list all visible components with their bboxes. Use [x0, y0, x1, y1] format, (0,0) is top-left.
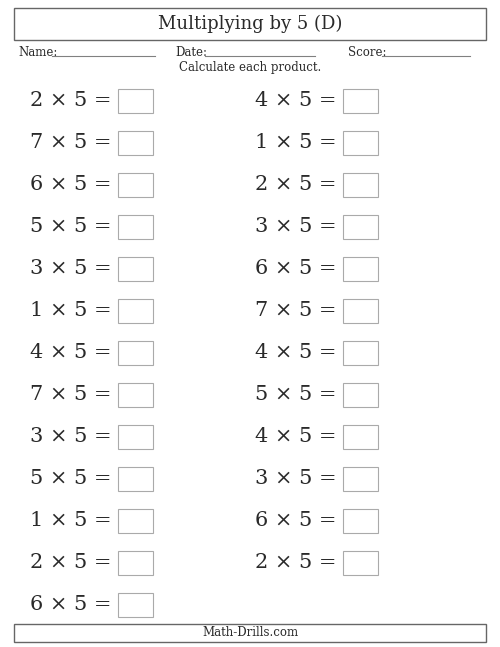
Text: 2 × 5 =: 2 × 5 =: [30, 91, 112, 111]
Bar: [343, 89, 378, 113]
Text: Date:: Date:: [175, 45, 207, 58]
Text: 3 × 5 =: 3 × 5 =: [30, 428, 112, 446]
Bar: [14, 624, 486, 642]
Text: 5 × 5 =: 5 × 5 =: [30, 217, 112, 236]
Text: Calculate each product.: Calculate each product.: [179, 61, 321, 74]
Text: 3 × 5 =: 3 × 5 =: [255, 470, 336, 488]
Text: 2 × 5 =: 2 × 5 =: [255, 175, 336, 194]
Text: 5 × 5 =: 5 × 5 =: [30, 470, 112, 488]
Bar: [343, 383, 378, 407]
Text: 6 × 5 =: 6 × 5 =: [30, 595, 112, 615]
Bar: [118, 215, 153, 239]
Bar: [343, 173, 378, 197]
Bar: [118, 131, 153, 155]
Text: 2 × 5 =: 2 × 5 =: [30, 553, 112, 573]
Text: 5 × 5 =: 5 × 5 =: [255, 386, 336, 404]
Text: 1 × 5 =: 1 × 5 =: [30, 511, 112, 531]
Bar: [118, 509, 153, 533]
Bar: [118, 467, 153, 491]
Text: 3 × 5 =: 3 × 5 =: [255, 217, 336, 236]
Bar: [343, 467, 378, 491]
Bar: [118, 425, 153, 449]
Bar: [118, 341, 153, 365]
Text: 4 × 5 =: 4 × 5 =: [255, 428, 336, 446]
Text: Math-Drills.com: Math-Drills.com: [202, 626, 298, 639]
Bar: [118, 89, 153, 113]
Bar: [343, 341, 378, 365]
Text: 2 × 5 =: 2 × 5 =: [255, 553, 336, 573]
Text: 6 × 5 =: 6 × 5 =: [255, 511, 336, 531]
Text: 3 × 5 =: 3 × 5 =: [30, 259, 112, 278]
Bar: [118, 173, 153, 197]
Text: 4 × 5 =: 4 × 5 =: [255, 91, 336, 111]
Bar: [343, 215, 378, 239]
Bar: [343, 551, 378, 575]
Bar: [343, 509, 378, 533]
Bar: [343, 425, 378, 449]
Text: 7 × 5 =: 7 × 5 =: [30, 133, 112, 153]
Bar: [343, 257, 378, 281]
Text: 7 × 5 =: 7 × 5 =: [30, 386, 112, 404]
Bar: [118, 551, 153, 575]
Text: 6 × 5 =: 6 × 5 =: [255, 259, 336, 278]
Text: Multiplying by 5 (D): Multiplying by 5 (D): [158, 15, 342, 33]
Text: 7 × 5 =: 7 × 5 =: [255, 302, 336, 320]
Bar: [343, 131, 378, 155]
Text: 1 × 5 =: 1 × 5 =: [30, 302, 112, 320]
Bar: [118, 383, 153, 407]
Text: Name:: Name:: [18, 45, 58, 58]
Bar: [118, 257, 153, 281]
Bar: [343, 299, 378, 323]
Text: 4 × 5 =: 4 × 5 =: [30, 344, 112, 362]
Text: 6 × 5 =: 6 × 5 =: [30, 175, 112, 194]
Bar: [118, 593, 153, 617]
Bar: [118, 299, 153, 323]
Text: Score:: Score:: [348, 45, 387, 58]
Text: 4 × 5 =: 4 × 5 =: [255, 344, 336, 362]
Text: 1 × 5 =: 1 × 5 =: [255, 133, 336, 153]
Bar: [14, 8, 486, 40]
